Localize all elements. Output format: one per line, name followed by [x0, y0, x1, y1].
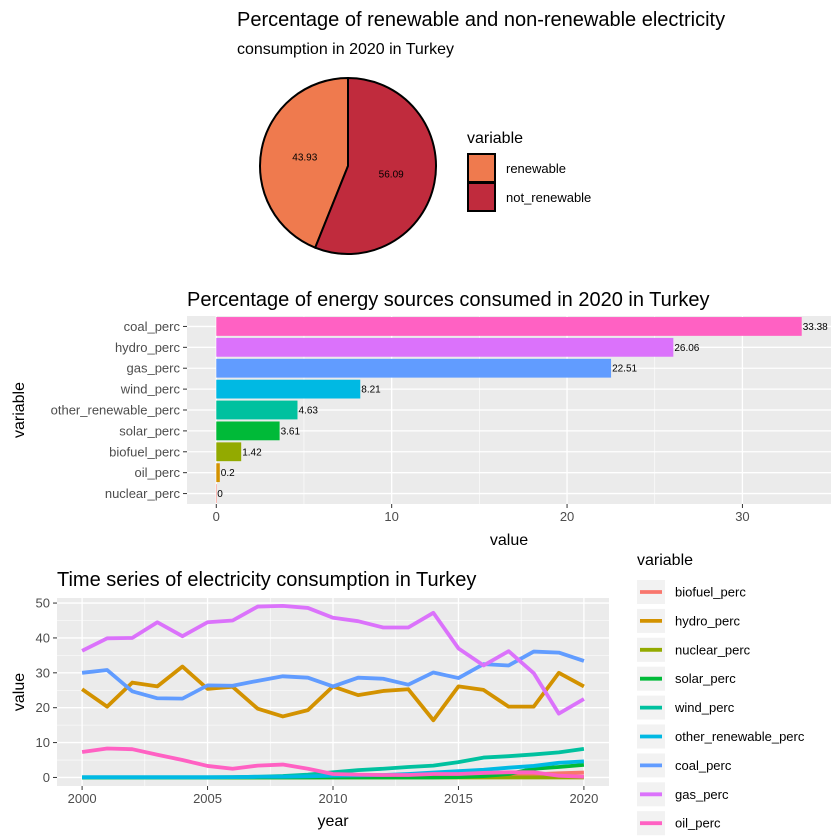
line-x-axis-title: year	[317, 813, 349, 830]
bar-label-other-renewable-perc: 4.63	[298, 406, 318, 417]
bar-nuclear-perc	[216, 484, 217, 503]
line-y-tick-50: 50	[36, 596, 50, 611]
bar-label-biofuel-perc: 1.42	[242, 447, 262, 458]
line-legend-label-biofuel-perc: biofuel_perc	[675, 585, 746, 600]
line-legend-label-coal-perc: coal_perc	[675, 758, 732, 773]
line-ticks: 2000 2005 2010 2015 2020 0 10 20 30 40 50	[36, 596, 599, 806]
line-legend-title: variable	[637, 552, 693, 569]
pie-slices: 43.93 56.09	[259, 76, 437, 255]
bar-x-tick-10: 10	[384, 509, 398, 524]
bar-y-tick-coal-perc: coal_perc	[124, 319, 181, 334]
line-x-tick-2005: 2005	[193, 791, 222, 806]
bar-label-nuclear-perc: 0	[217, 489, 223, 500]
bar-label-coal-perc: 33.38	[803, 322, 828, 333]
bar-label-wind-perc: 8.21	[361, 385, 381, 396]
line-y-axis-title: value	[11, 673, 28, 711]
bar-ticks: coal_perc hydro_perc gas_perc wind_percothe…	[51, 319, 750, 524]
bar-y-tick-hydro-perc: hydro_perc	[115, 340, 181, 355]
pie-subtitle: consumption in 2020 in Turkey	[237, 41, 454, 58]
bar-bars: 33.38 26.06 22.51 8.21 4.63 3.61 1.42 0.2 0	[216, 317, 828, 503]
bar-y-tick-biofuel-perc: biofuel_perc	[109, 444, 180, 459]
line-legend-label-wind-perc: wind_perc	[674, 700, 735, 715]
bar-y-axis-title: variable	[11, 382, 28, 438]
bar-y-tick-solar-perc: solar_perc	[119, 423, 180, 438]
bar-chart: Percentage of energy sources consumed in…	[11, 289, 831, 549]
pie-legend-label-renewable: renewable	[506, 161, 566, 176]
line-legend-label-gas-perc: gas_perc	[675, 787, 729, 802]
pie-label-renewable: 43.93	[292, 153, 317, 164]
bar-y-tick-wind-perc: wind_perc	[120, 382, 181, 397]
line-series-gas-perc	[81, 603, 585, 716]
bar-x-tick-0: 0	[213, 509, 220, 524]
pie-legend-title: variable	[467, 130, 523, 147]
line-legend-label-solar-perc: solar_perc	[675, 671, 736, 686]
bar-x-tick-30: 30	[735, 509, 749, 524]
bar-other-renewable-perc	[216, 400, 298, 420]
line-y-tick-30: 30	[36, 665, 50, 680]
line-legend: variable biofuel_perc hydro_perc nuclear_p…	[637, 552, 805, 836]
bar-y-tick-nuclear-perc: nuclear_perc	[105, 486, 181, 501]
bar-label-hydro-perc: 26.06	[674, 343, 699, 354]
pie-chart: Percentage of renewable and non-renewabl…	[237, 9, 725, 255]
line-x-tick-2010: 2010	[319, 791, 348, 806]
bar-x-axis-title: value	[490, 532, 528, 549]
line-series-coal-perc	[81, 649, 585, 701]
bar-title: Percentage of energy sources consumed in…	[187, 289, 710, 311]
line-legend-label-other-renewable-perc: other_renewable_perc	[675, 729, 805, 744]
bar-gas-perc	[216, 358, 612, 378]
bar-x-tick-20: 20	[560, 509, 574, 524]
line-legend-label-hydro-perc: hydro_perc	[675, 613, 741, 628]
bar-label-solar-perc: 3.61	[281, 426, 301, 437]
pie-legend-key-renewable	[467, 153, 496, 183]
pie-legend-key-not-renewable	[467, 182, 496, 212]
bar-y-tick-other-renewable-perc: other_renewable_perc	[51, 403, 181, 418]
line-x-tick-2020: 2020	[569, 791, 598, 806]
line-y-tick-20: 20	[36, 700, 50, 715]
pie-slice-renewable	[259, 76, 349, 249]
bar-hydro-perc	[216, 337, 674, 357]
bar-wind-perc	[216, 379, 361, 399]
pie-title: Percentage of renewable and non-renewabl…	[237, 9, 725, 31]
line-x-tick-2015: 2015	[444, 791, 473, 806]
line-legend-label-oil-perc: oil_perc	[675, 816, 721, 831]
bar-coal-perc	[216, 317, 802, 336]
line-title: Time series of electricity consumption i…	[57, 569, 476, 591]
line-series	[81, 603, 585, 780]
pie-label-not-renewable: 56.09	[379, 169, 404, 180]
bar-oil-perc	[216, 463, 220, 483]
pie-slice-not-renewable	[313, 76, 437, 255]
line-chart: Time series of electricity consumption i…	[11, 552, 805, 836]
line-y-tick-40: 40	[36, 630, 50, 645]
bar-y-tick-oil-perc: oil_perc	[134, 465, 180, 480]
line-x-tick-2000: 2000	[68, 791, 97, 806]
bar-label-gas-perc: 22.51	[612, 364, 637, 375]
line-legend-label-nuclear-perc: nuclear_perc	[675, 642, 751, 657]
bar-solar-perc	[216, 421, 280, 441]
bar-biofuel-perc	[216, 442, 242, 462]
bar-y-tick-gas-perc: gas_perc	[127, 361, 181, 376]
bar-label-oil-perc: 0.2	[221, 468, 235, 479]
line-y-tick-10: 10	[36, 735, 50, 750]
pie-legend-label-not-renewable: not_renewable	[506, 190, 591, 205]
line-y-tick-0: 0	[43, 770, 50, 785]
line-series-oil-perc	[81, 746, 584, 779]
pie-legend: variable renewable not_renewable	[467, 130, 591, 212]
